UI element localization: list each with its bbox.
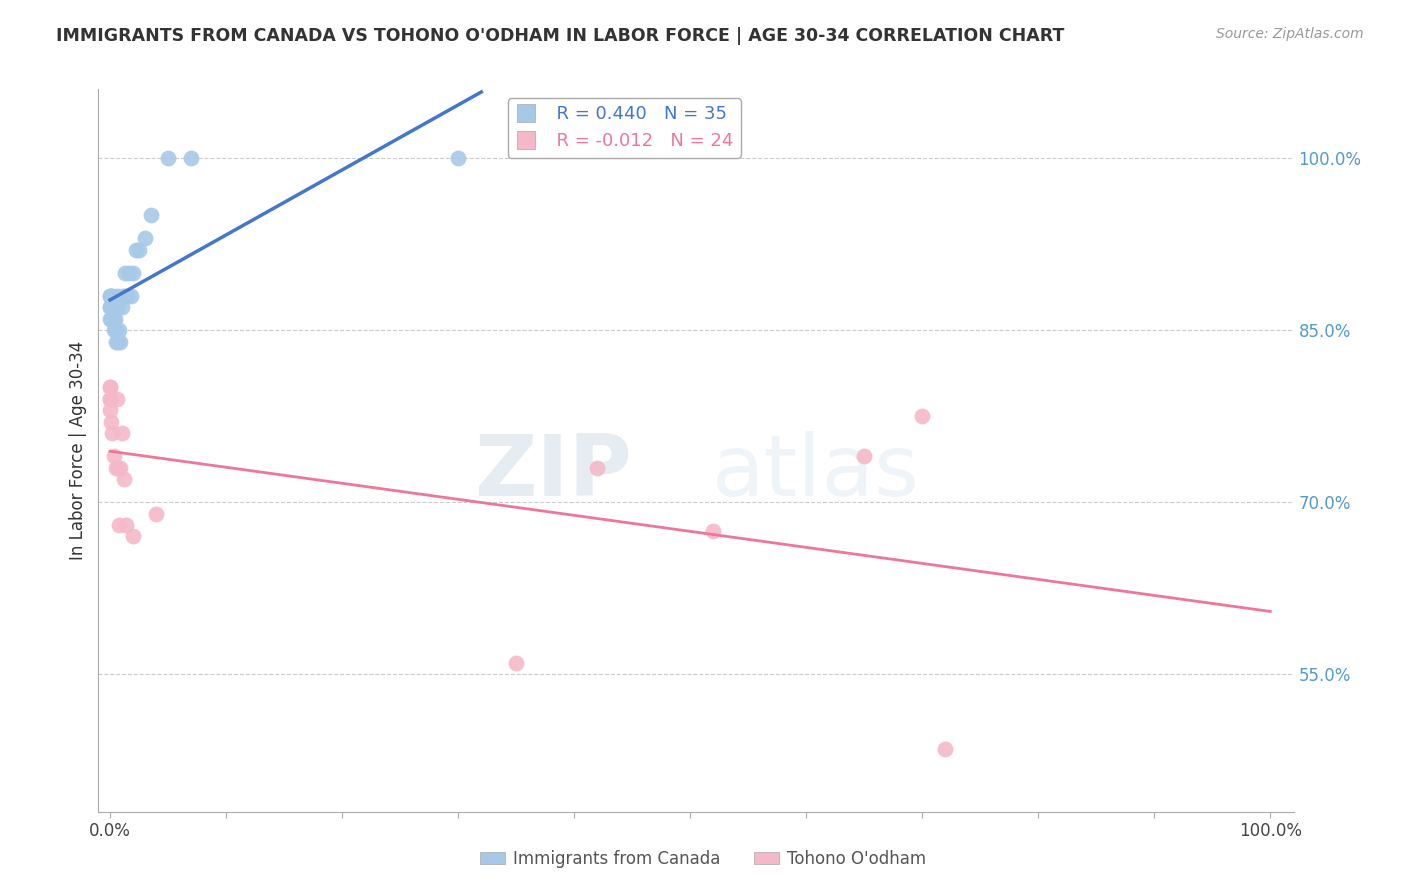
Point (98, 392, 121, 406)
Point (103, 323, 125, 337)
Point (100, 300, 122, 314)
Point (111, 288, 134, 302)
Text: IMMIGRANTS FROM CANADA VS TOHONO O'ODHAM IN LABOR FORCE | AGE 30-34 CORRELATION : IMMIGRANTS FROM CANADA VS TOHONO O'ODHAM… (56, 27, 1064, 45)
Point (702, 524, 724, 538)
Point (104, 323, 127, 337)
Point (111, 426, 134, 441)
Point (934, 741, 956, 756)
Text: atlas: atlas (711, 431, 920, 514)
Point (157, 151, 180, 165)
Point (108, 323, 131, 337)
Point (98, 300, 121, 314)
Point (117, 266, 139, 280)
Point (100, 311, 122, 326)
Point (98, 392, 121, 406)
Point (447, 151, 470, 165)
Point (98, 403, 121, 417)
Point (505, 656, 527, 670)
Point (105, 288, 128, 302)
Point (112, 288, 135, 302)
Point (108, 518, 131, 533)
Point (100, 288, 122, 302)
Point (122, 266, 145, 280)
Point (180, 151, 202, 165)
Point (101, 426, 124, 441)
Point (104, 311, 127, 326)
Legend:   R = 0.440   N = 35,   R = -0.012   N = 24: R = 0.440 N = 35, R = -0.012 N = 24 (508, 98, 741, 158)
Point (117, 288, 139, 302)
Legend: Immigrants from Canada, Tohono O'odham: Immigrants from Canada, Tohono O'odham (472, 844, 934, 875)
Point (134, 231, 156, 245)
Point (114, 266, 136, 280)
Point (911, 409, 934, 423)
Text: ZIP: ZIP (474, 431, 631, 514)
Point (128, 243, 150, 257)
Point (98, 311, 121, 326)
Point (98, 380, 121, 394)
Point (145, 507, 167, 521)
Point (111, 300, 134, 314)
Point (110, 460, 132, 475)
Point (853, 449, 876, 463)
Point (98, 380, 121, 394)
Point (103, 449, 125, 463)
Point (100, 415, 122, 429)
Point (101, 288, 124, 302)
Point (139, 208, 162, 222)
Point (120, 288, 142, 302)
Text: Source: ZipAtlas.com: Source: ZipAtlas.com (1216, 27, 1364, 41)
Point (98, 300, 121, 314)
Point (112, 472, 135, 486)
Y-axis label: In Labor Force | Age 30-34: In Labor Force | Age 30-34 (69, 341, 87, 560)
Point (122, 529, 145, 543)
Point (586, 460, 609, 475)
Point (105, 300, 128, 314)
Point (115, 518, 138, 533)
Point (98, 288, 121, 302)
Point (107, 334, 129, 349)
Point (101, 300, 124, 314)
Point (124, 243, 146, 257)
Point (110, 334, 132, 349)
Point (107, 460, 129, 475)
Point (104, 460, 127, 475)
Point (105, 392, 128, 406)
Point (103, 311, 125, 326)
Point (104, 334, 127, 349)
Point (98, 288, 121, 302)
